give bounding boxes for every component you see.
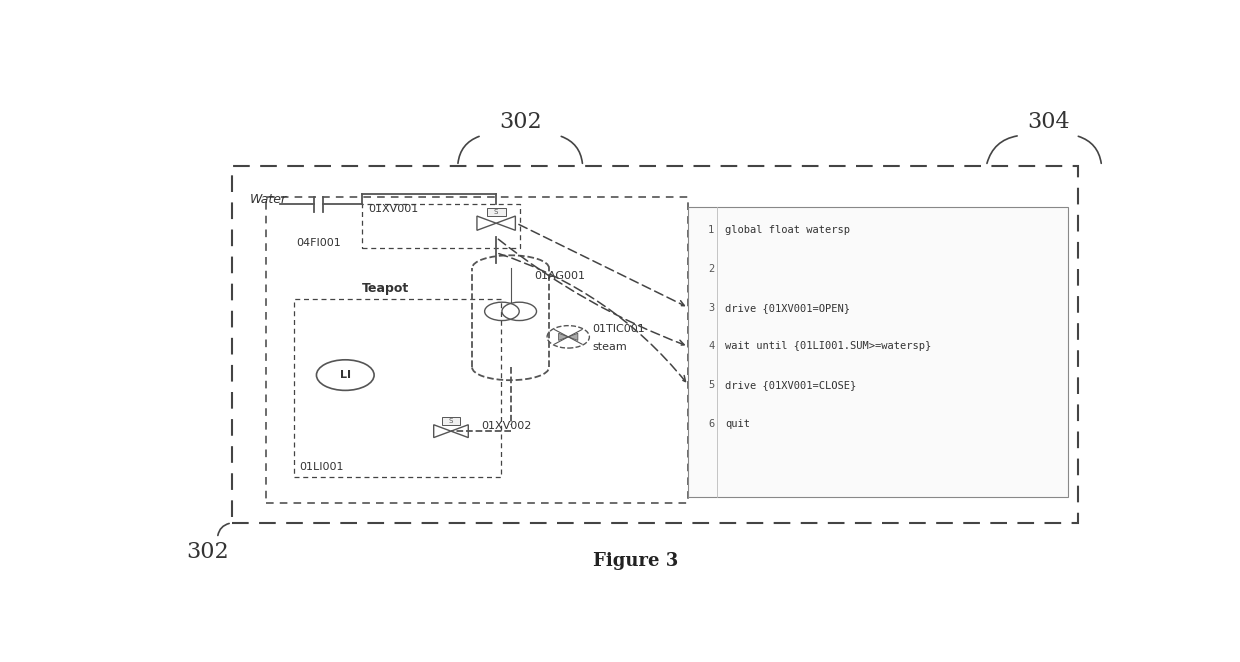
Polygon shape <box>688 207 1068 497</box>
Text: 1: 1 <box>708 225 714 235</box>
Text: 4: 4 <box>708 342 714 352</box>
Polygon shape <box>486 208 506 216</box>
Polygon shape <box>568 333 578 340</box>
Text: drive {01XV001=CLOSE}: drive {01XV001=CLOSE} <box>725 380 856 390</box>
Circle shape <box>316 360 374 391</box>
Text: 04FI001: 04FI001 <box>296 238 341 248</box>
Polygon shape <box>558 333 568 340</box>
Text: Water: Water <box>250 193 288 206</box>
Text: 304: 304 <box>1028 111 1070 133</box>
Text: global float watersp: global float watersp <box>725 225 849 235</box>
Text: drive {01XV001=OPEN}: drive {01XV001=OPEN} <box>725 303 849 312</box>
Text: S: S <box>494 209 498 215</box>
Text: 3: 3 <box>708 303 714 312</box>
Polygon shape <box>443 418 460 425</box>
Text: 01LI001: 01LI001 <box>299 462 343 472</box>
Text: 01TIC001: 01TIC001 <box>593 324 645 334</box>
Text: Figure 3: Figure 3 <box>593 552 678 570</box>
Text: 6: 6 <box>708 419 714 429</box>
Text: S: S <box>449 418 453 424</box>
Text: quit: quit <box>725 419 750 429</box>
Text: 01XV001: 01XV001 <box>368 205 419 214</box>
Text: 5: 5 <box>708 380 714 390</box>
Circle shape <box>547 326 589 348</box>
Text: 302: 302 <box>186 541 229 563</box>
Text: 01AG001: 01AG001 <box>534 271 585 281</box>
Text: 302: 302 <box>498 111 542 133</box>
Text: wait until {01LI001.SUM>=watersp}: wait until {01LI001.SUM>=watersp} <box>725 342 931 352</box>
Text: Teapot: Teapot <box>362 282 409 295</box>
Text: LI: LI <box>340 370 351 380</box>
Text: 01XV002: 01XV002 <box>481 421 532 431</box>
Text: steam: steam <box>593 342 627 352</box>
Text: 2: 2 <box>708 264 714 274</box>
